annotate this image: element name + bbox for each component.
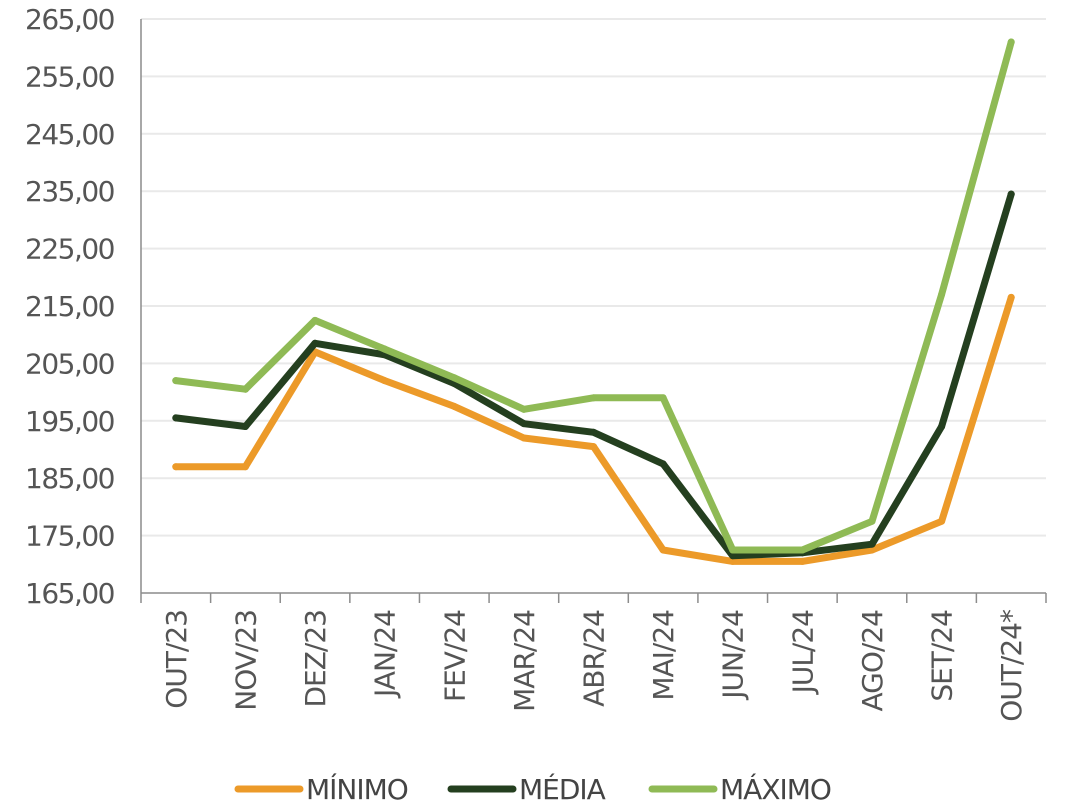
gridlines [141, 18, 1046, 537]
data-point-maximo [381, 345, 389, 353]
data-point-maximo [172, 377, 180, 385]
data-point-minimo [241, 463, 249, 471]
data-point-minimo [868, 546, 876, 554]
x-tick-label: JUL/24 [786, 610, 819, 696]
data-point-maximo [729, 546, 737, 554]
data-point-maximo [659, 394, 667, 402]
data-point-minimo [659, 546, 667, 554]
x-tick-label: MAR/24 [508, 610, 541, 712]
data-point-media [729, 552, 737, 560]
x-tick-label: JUN/24 [717, 610, 750, 701]
data-point-minimo [729, 557, 737, 565]
x-tick-label: SET/24 [926, 610, 959, 702]
y-tick-label: 185,00 [25, 462, 114, 495]
data-point-media [172, 414, 180, 422]
y-tick-label: 235,00 [25, 175, 114, 208]
x-axis-tick-labels: OUT/23 NOV/23 DEZ/23 JAN/24 FEV/24 MAR/24 ABR/… [160, 609, 1028, 722]
x-tick-label: AGO/24 [856, 610, 889, 712]
legend-entry-minimo: MÍNIMO [234, 772, 409, 806]
data-point-maximo [868, 517, 876, 525]
y-tick-label: 215,00 [25, 290, 114, 323]
y-tick-label: 165,00 [25, 577, 114, 610]
data-point-minimo [520, 434, 528, 442]
y-tick-label: 245,00 [25, 118, 114, 151]
series-lines [172, 38, 1015, 565]
x-tick-label: NOV/23 [229, 610, 262, 711]
legend-label: MÍNIMO [306, 772, 408, 806]
data-point-maximo [450, 374, 458, 382]
y-tick-label: 205,00 [25, 347, 114, 380]
data-point-maximo [798, 546, 806, 554]
data-point-media [520, 420, 528, 428]
y-tick-label: 255,00 [25, 60, 114, 93]
data-point-media [241, 423, 249, 431]
data-point-minimo [450, 402, 458, 410]
x-tick-label: FEV/24 [438, 610, 471, 702]
data-point-media [659, 460, 667, 468]
data-point-media [868, 540, 876, 548]
data-point-minimo [590, 443, 597, 451]
data-point-maximo [590, 394, 597, 402]
data-point-minimo [798, 557, 806, 565]
data-point-media [1007, 190, 1015, 198]
series-line-maximo [172, 38, 1015, 554]
legend-label: MÉDIA [519, 772, 606, 806]
legend-label: MÁXIMO [720, 772, 831, 806]
x-tick-label: MAI/24 [647, 610, 680, 701]
legend-entry-media: MÉDIA [447, 772, 607, 806]
data-point-maximo [938, 291, 946, 299]
legend-entry-maximo: MÁXIMO [648, 772, 832, 806]
y-tick-label: 265,00 [25, 3, 114, 36]
x-tick-label: DEZ/23 [299, 610, 332, 708]
legend: MÍNIMO MÉDIA MÁXIMO [234, 772, 832, 806]
x-tick-label: OUT/24* [995, 609, 1028, 722]
x-tick-label: OUT/23 [160, 610, 193, 709]
data-point-minimo [172, 463, 180, 471]
x-tick-label: ABR/24 [578, 610, 611, 707]
data-point-maximo [1007, 38, 1015, 46]
data-point-minimo [938, 517, 946, 525]
data-point-media [311, 339, 319, 347]
y-axis-tick-labels: 165,00 175,00 185,00 195,00 205,00 215,00 225,… [25, 3, 115, 610]
data-point-maximo [311, 316, 319, 324]
y-tick-label: 195,00 [25, 405, 114, 438]
data-point-media [938, 423, 946, 431]
data-point-media [590, 428, 597, 436]
y-tick-label: 225,00 [25, 233, 114, 266]
y-tick-label: 175,00 [25, 520, 114, 553]
axes [140, 19, 1047, 603]
x-tick-label: JAN/24 [369, 610, 402, 699]
data-point-minimo [381, 377, 389, 385]
data-point-maximo [520, 405, 528, 413]
data-point-minimo [1007, 293, 1015, 301]
data-point-maximo [241, 385, 249, 393]
